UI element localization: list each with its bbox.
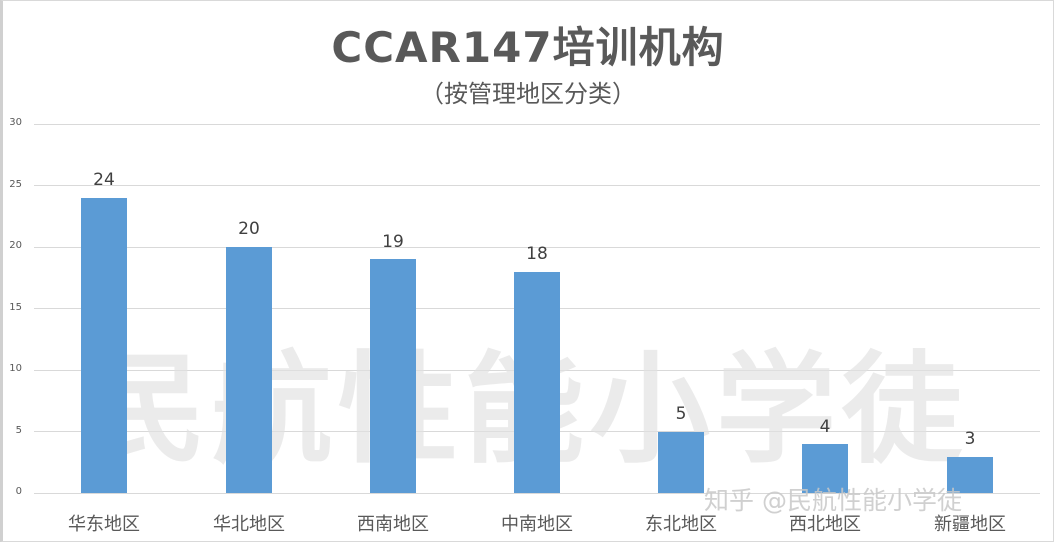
bar-zhongnan [514,272,560,493]
y-tick-5: 5 [15,425,22,436]
y-tick-20: 20 [9,240,22,251]
bar-huabei [226,247,272,493]
y-tick-25: 25 [9,179,22,190]
x-label-xinjiang: 新疆地区 [934,514,1006,535]
value-label-huabei: 20 [238,219,260,239]
chart-title: CCAR147培训机构 [331,23,725,72]
value-label-dongbei: 5 [675,404,687,424]
gridline-30 [34,124,1040,125]
x-label-zhongnan: 中南地区 [501,514,573,535]
y-tick-15: 15 [9,302,22,313]
y-tick-0: 0 [15,486,22,497]
y-tick-10: 10 [9,363,22,374]
bar-xibei [802,444,848,493]
gridline-25 [34,185,1040,186]
y-tick-30: 30 [9,117,22,128]
x-label-dongbei: 东北地区 [645,514,717,535]
value-label-zhongnan: 18 [526,244,548,264]
value-label-xinjiang: 3 [964,429,976,449]
value-label-xibei: 4 [819,417,831,437]
value-label-xinan: 19 [382,232,404,252]
bar-xinjiang [947,457,993,493]
x-label-xibei: 西北地区 [789,514,861,535]
watermark-small: 知乎 @民航性能小学徒 [704,486,962,515]
gridline-20 [34,247,1040,248]
x-label-xinan: 西南地区 [357,514,429,535]
x-label-huadong: 华东地区 [68,514,140,535]
x-label-huabei: 华北地区 [213,514,285,535]
bar-huadong [81,198,127,493]
chart-subtitle: （按管理地区分类） [420,80,636,108]
bar-dongbei [658,432,704,493]
value-label-huadong: 24 [93,170,115,190]
gridline-0 [34,493,1040,494]
bar-xinan [370,259,416,493]
